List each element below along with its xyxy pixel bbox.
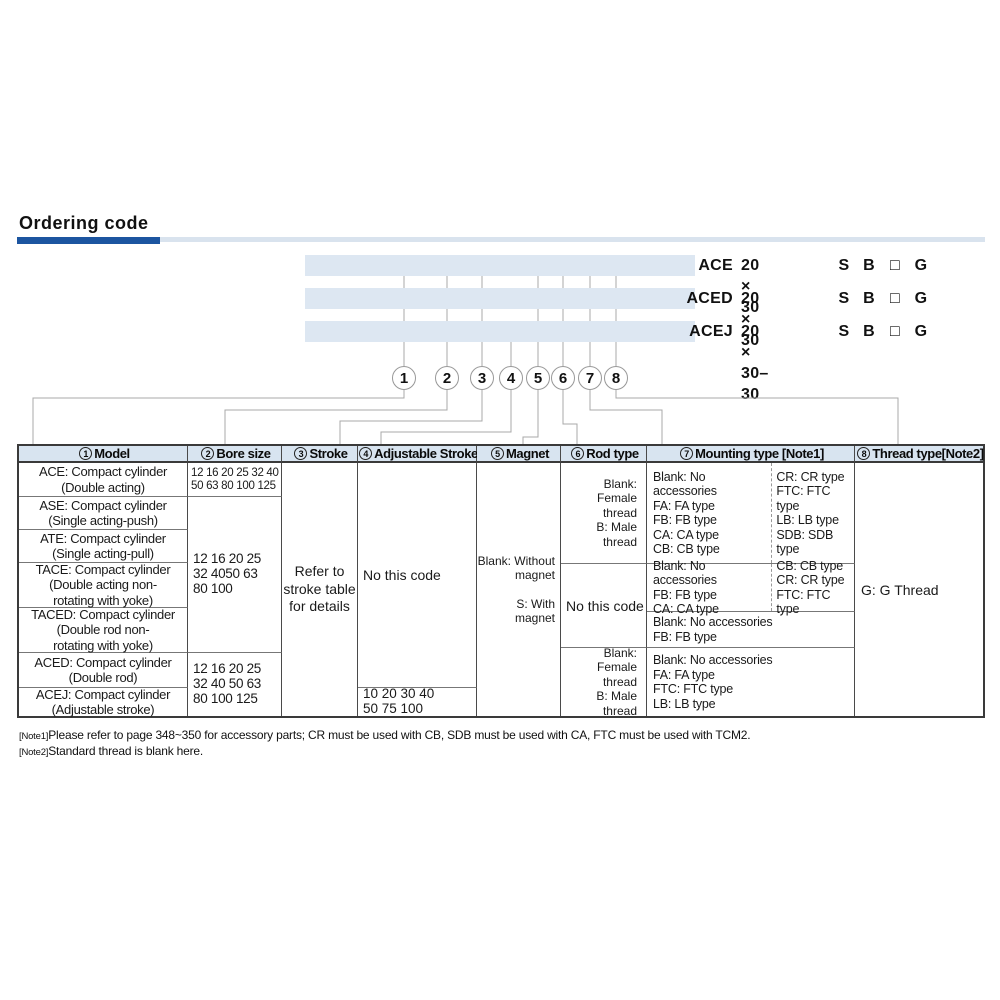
header-thread-type: 8 Thread type[Note2] [855,446,984,463]
callout-circle-4: 4 [499,366,523,390]
header-stroke: 3 Stroke [282,446,358,463]
model-cell-ate: ATE: Compact cylinder (Single acting-pul… [19,530,188,563]
code-model: ACEJ [689,323,733,340]
callout-circle-1: 1 [392,366,416,390]
code-bore-stroke: 20 × 30–30 [741,323,769,403]
header-label: Adjustable Stroke [374,446,478,461]
header-circled-number: 4 [359,447,373,460]
header-circled-number: 7 [680,447,694,460]
header-label: Stroke [309,446,348,461]
mounting-cell-3: Blank: No accessories FB: FB type [647,612,855,648]
callout-circle-2: 2 [435,366,459,390]
note-1-text: Please refer to page 348~350 for accesso… [48,728,751,742]
magnet-cell: Blank: Without magnet S: With magnet [477,463,561,716]
rod-type-cell-bottom: Blank: Female thread B: Male thread [561,646,647,718]
code-thread: G [914,290,928,307]
model-cell-acej: ACEJ: Compact cylinder (Adjustable strok… [19,687,188,717]
header-label: Mounting type [Note1] [695,446,824,461]
mounting-blank-box-icon: □ [890,323,900,340]
mounting-cell-1: Blank: No accessories FA: FA type FB: FB… [647,463,855,564]
ordering-code-table: 1 Model 2 Bore size 3 Stroke 4 Adjustable St… [17,444,985,718]
mounting-blank-box-icon: □ [890,257,900,274]
mounting-blank-box-icon: □ [890,290,900,307]
header-circled-number: 6 [571,447,585,460]
header-rod-type: 6 Rod type [561,446,647,463]
code-rod-type: B [863,323,875,340]
header-circled-number: 5 [490,447,504,460]
note-2: [Note2]Standard thread is blank here. [19,744,203,758]
note-2-text: Standard thread is blank here. [48,744,204,758]
stroke-cell: Refer to stroke table for details [282,463,358,716]
adjustable-stroke-no-code-cell: No this code [358,463,477,688]
code-thread: G [914,323,928,340]
header-label: Thread type[Note2] [872,446,984,461]
callout-circle-3: 3 [470,366,494,390]
code-example-row: ACED 20 × 30 S B □ G [305,288,927,349]
thread-type-cell: G: G Thread [861,581,939,598]
code-example-row: ACE 20 × 30 S B □ G [305,255,927,316]
header-model: 1 Model [19,446,188,463]
adjustable-stroke-values-cell: 10 20 30 40 50 75 100 [358,686,477,716]
header-label: Bore size [216,446,271,461]
code-rod-type: B [863,257,875,274]
page-title: Ordering code [19,213,149,233]
code-magnet: S [838,323,850,340]
note-1: [Note1]Please refer to page 348~350 for … [19,728,751,742]
header-mounting-type: 7 Mounting type [Note1] [647,446,855,463]
header-bore-size: 2 Bore size [188,446,282,463]
header-circled-number: 1 [79,447,93,460]
mounting-cell-2: Blank: No accessories FB: FB type CA: CA… [647,558,855,617]
magnet-blank-option: Blank: Without magnet [477,553,555,583]
bore-cell-ace: 12 16 20 25 32 40 50 63 80 100 125 [188,463,282,497]
title-underline-light [160,237,985,242]
mounting-sec2-right: CB: CB type CR: CR type FTC: FTC type [771,559,854,616]
header-circled-number: 8 [857,447,871,460]
callout-circle-7: 7 [578,366,602,390]
header-circled-number: 2 [201,447,215,460]
note-1-label: [Note1] [19,731,49,742]
code-model: ACE [698,257,733,274]
model-cell-ase: ASE: Compact cylinder (Single acting-pus… [19,497,188,530]
code-rod-type: B [863,290,875,307]
header-label: Rod type [586,446,639,461]
mounting-sec2-left: Blank: No accessories FB: FB type CA: CA… [653,558,719,617]
code-example-row: ACEJ 20 × 30–30 S B □ G [305,321,927,403]
magnet-s-option: S: With magnet [514,596,555,625]
rod-type-no-code-cell: No this code [561,564,647,648]
header-circled-number: 3 [294,447,308,460]
code-thread: G [914,257,928,274]
callout-circle-6: 6 [551,366,575,390]
mounting-sec1-right: CR: CR type FTC: FTC type LB: LB type SD… [771,463,854,563]
code-bore-stroke: 20 × 30 [741,290,760,349]
code-bore-stroke: 20 × 30 [741,257,760,316]
mounting-cell-4: Blank: No accessories FA: FA type FTC: F… [647,648,855,716]
callout-circle-5: 5 [526,366,550,390]
code-magnet: S [838,257,850,274]
header-label: Magnet [505,446,550,461]
code-magnet: S [838,290,850,307]
header-magnet: 5 Magnet [477,446,561,463]
model-cell-ace: ACE: Compact cylinder (Double acting) [19,463,188,497]
bore-cell-bottom: 12 16 20 25 32 40 50 63 80 100 125 [188,653,282,716]
model-cell-aced: ACED: Compact cylinder (Double rod) [19,653,188,688]
rod-type-cell-top: Blank: Female thread B: Male thread [561,463,647,564]
code-model: ACED [686,290,733,307]
mounting-sec1-left: Blank: No accessories FA: FA type FB: FB… [653,469,720,557]
model-cell-tace: TACE: Compact cylinder (Double acting no… [19,562,188,608]
note-2-label: [Note2] [19,747,49,758]
header-label: Model [94,446,130,461]
header-adjustable-stroke: 4 Adjustable Stroke [358,446,478,463]
title-underline-dark [17,237,160,244]
model-cell-taced: TACED: Compact cylinder (Double rod non-… [19,607,188,653]
bore-cell-middle: 12 16 20 25 32 4050 63 80 100 [188,497,282,653]
callout-circle-8: 8 [604,366,628,390]
